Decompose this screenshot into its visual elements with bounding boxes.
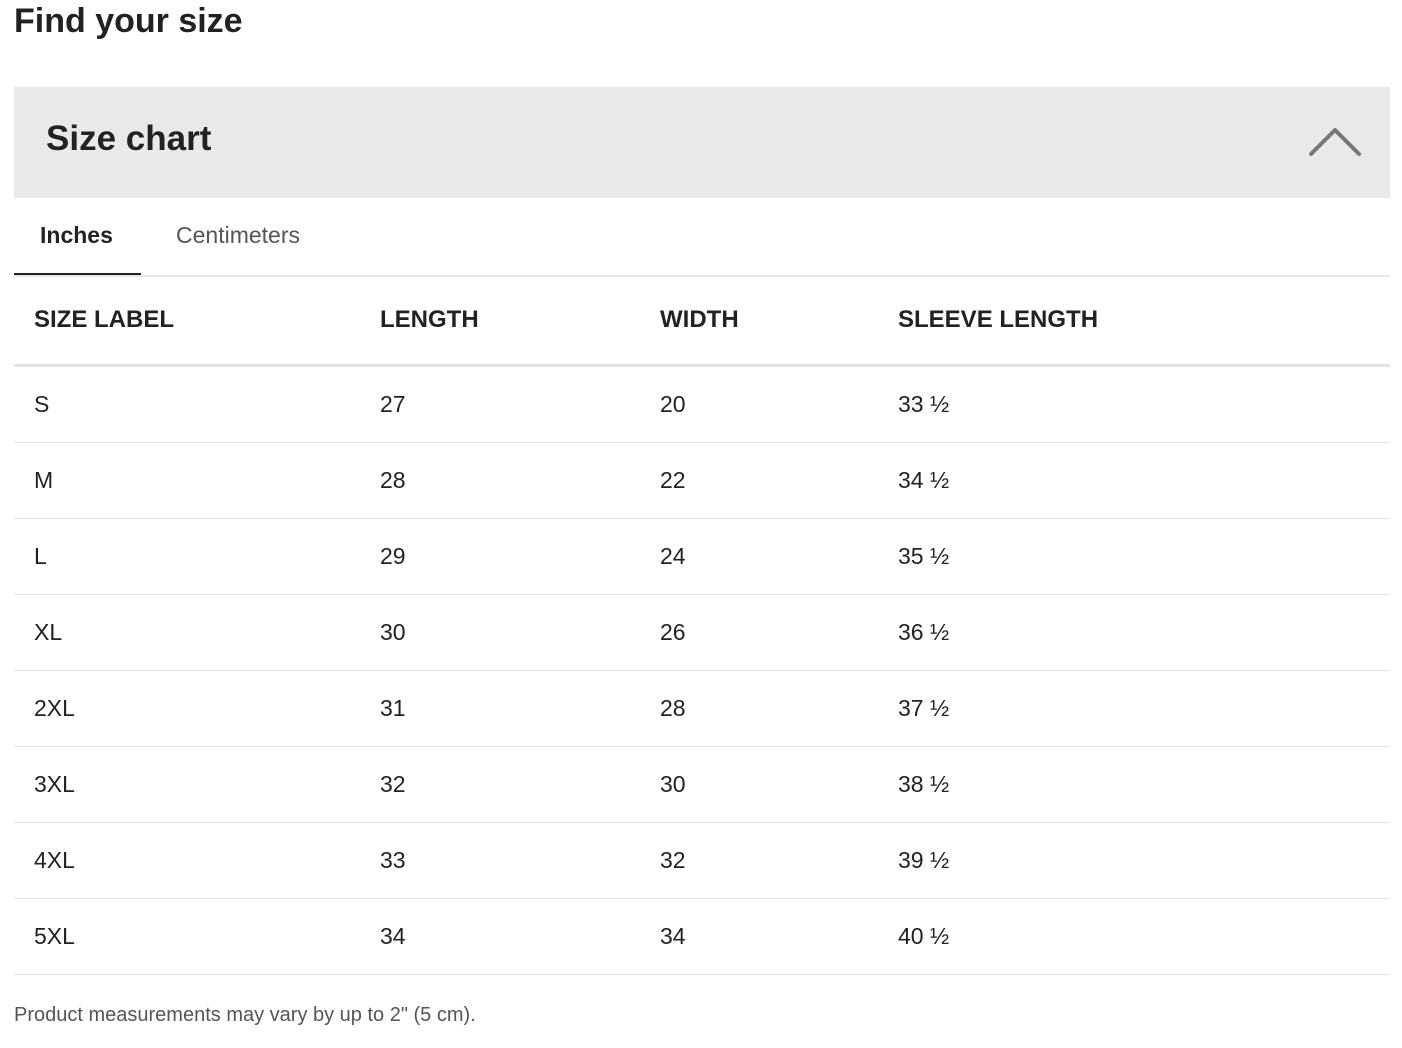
cell-sleeve-length: 35 ½ <box>898 518 1390 595</box>
cell-length: 32 <box>380 746 660 823</box>
cell-width: 20 <box>660 365 898 443</box>
cell-width: 34 <box>660 898 898 975</box>
cell-size-label: 5XL <box>14 898 380 975</box>
cell-width: 24 <box>660 518 898 595</box>
table-row: S 27 20 33 ½ <box>14 365 1390 443</box>
cell-length: 31 <box>380 670 660 747</box>
measurement-note: Product measurements may vary by up to 2… <box>14 1004 476 1026</box>
cell-length: 34 <box>380 898 660 975</box>
table-row: 2XL 31 28 37 ½ <box>14 670 1390 747</box>
cell-sleeve-length: 37 ½ <box>898 670 1390 747</box>
cell-width: 30 <box>660 746 898 823</box>
unit-tabs: Inches Centimeters <box>14 198 1390 277</box>
cell-size-label: XL <box>14 594 380 671</box>
tab-centimeters[interactable]: Centimeters <box>176 222 300 248</box>
table-row: 4XL 33 32 39 ½ <box>14 822 1390 899</box>
cell-width: 28 <box>660 670 898 747</box>
table-row: M 28 22 34 ½ <box>14 442 1390 519</box>
table-row: L 29 24 35 ½ <box>14 518 1390 595</box>
size-chart-title: Size chart <box>46 119 212 158</box>
active-tab-indicator <box>14 273 141 275</box>
cell-sleeve-length: 36 ½ <box>898 594 1390 671</box>
size-chart-accordion-header[interactable]: Size chart <box>14 87 1390 198</box>
cell-width: 22 <box>660 442 898 519</box>
cell-size-label: L <box>14 518 380 595</box>
column-header-size-label: SIZE LABEL <box>14 276 380 367</box>
cell-size-label: M <box>14 442 380 519</box>
cell-width: 26 <box>660 594 898 671</box>
chevron-up-icon[interactable] <box>1308 127 1362 157</box>
cell-length: 29 <box>380 518 660 595</box>
cell-sleeve-length: 38 ½ <box>898 746 1390 823</box>
cell-length: 28 <box>380 442 660 519</box>
cell-length: 30 <box>380 594 660 671</box>
table-header-row: SIZE LABEL LENGTH WIDTH SLEEVE LENGTH <box>14 276 1390 367</box>
cell-size-label: 2XL <box>14 670 380 747</box>
cell-size-label: 3XL <box>14 746 380 823</box>
cell-sleeve-length: 34 ½ <box>898 442 1390 519</box>
tab-inches[interactable]: Inches <box>40 222 113 248</box>
column-header-sleeve-length: SLEEVE LENGTH <box>898 276 1390 367</box>
page-title: Find your size <box>14 2 243 40</box>
column-header-width: WIDTH <box>660 276 898 367</box>
cell-sleeve-length: 33 ½ <box>898 365 1390 443</box>
table-row: XL 30 26 36 ½ <box>14 594 1390 671</box>
cell-size-label: 4XL <box>14 822 380 899</box>
cell-sleeve-length: 39 ½ <box>898 822 1390 899</box>
column-header-length: LENGTH <box>380 276 660 367</box>
cell-size-label: S <box>14 365 380 443</box>
cell-width: 32 <box>660 822 898 899</box>
cell-length: 33 <box>380 822 660 899</box>
cell-length: 27 <box>380 365 660 443</box>
table-row: 5XL 34 34 40 ½ <box>14 898 1390 975</box>
table-row: 3XL 32 30 38 ½ <box>14 746 1390 823</box>
cell-sleeve-length: 40 ½ <box>898 898 1390 975</box>
